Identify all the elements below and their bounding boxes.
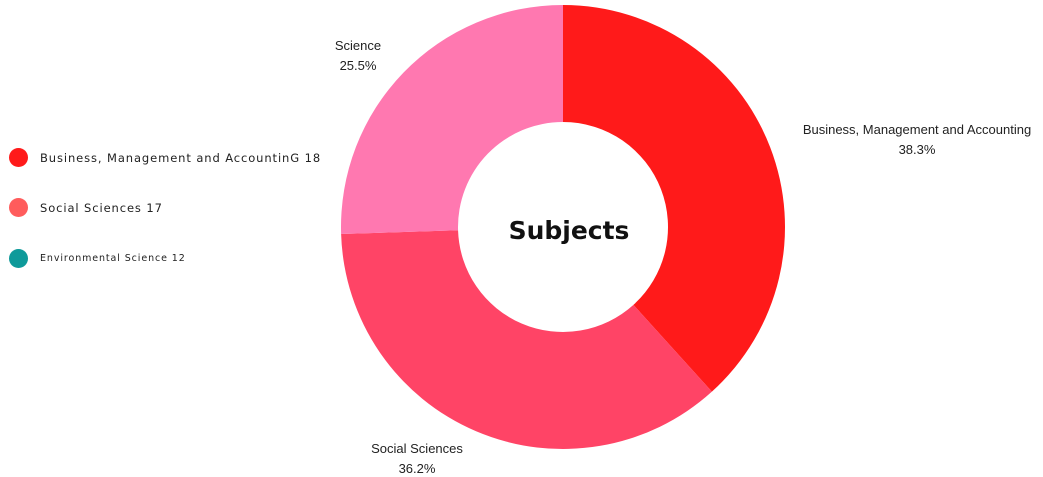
donut-slice-social-sciences [341,230,712,449]
legend-dot-icon [9,148,28,167]
legend-item-business: Business, Management and AccountinG 18 [9,148,321,167]
slice-label-science: Science [335,38,381,53]
legend-label: Business, Management and AccountinG 18 [40,150,322,165]
legend-dot-icon [9,249,28,268]
legend-item-social-sciences: Social Sciences 17 [9,198,163,217]
legend-item-environmental-science: Environmental Science 12 [9,249,186,268]
slice-value-social-sciences: 36.2% [399,461,436,476]
legend-label: Environmental Science 12 [40,253,186,264]
legend-label: Social Sciences 17 [40,200,163,215]
slice-label-social-sciences: Social Sciences [371,441,463,456]
slice-value-business: 38.3% [899,142,936,157]
donut-slice-science [341,5,563,234]
legend-dot-icon [9,198,28,217]
slice-label-business: Business, Management and Accounting [803,122,1031,137]
slice-value-science: 25.5% [340,58,377,73]
donut-slices [341,5,786,449]
chart-title: Subjects [509,216,630,245]
donut-slice-business-management-and-accounting [563,5,786,392]
